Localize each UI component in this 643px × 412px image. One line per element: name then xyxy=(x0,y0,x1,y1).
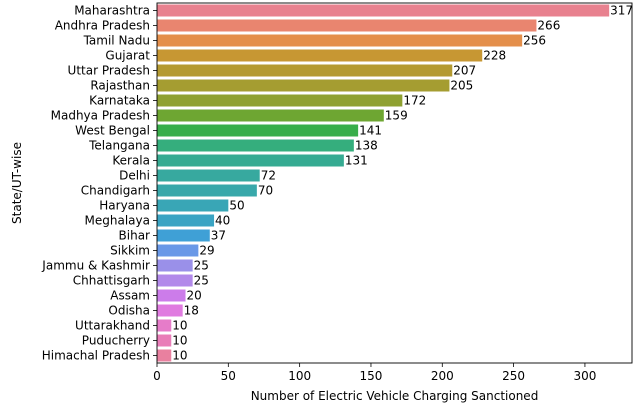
category-label: Uttar Pradesh xyxy=(68,64,150,78)
bar xyxy=(157,109,384,122)
bar xyxy=(157,19,537,32)
value-label: 266 xyxy=(537,19,560,33)
x-tick-label: 200 xyxy=(431,369,454,383)
category-label: Andhra Pradesh xyxy=(55,19,150,33)
value-label: 40 xyxy=(215,214,230,228)
category-label: Jammu & Kashmir xyxy=(41,259,150,273)
bar xyxy=(157,229,210,242)
category-label: Rajasthan xyxy=(90,79,150,93)
category-label: Meghalaya xyxy=(85,214,150,228)
value-label: 10 xyxy=(172,334,187,348)
bar xyxy=(157,259,193,272)
bar xyxy=(157,319,172,332)
x-tick-label: 150 xyxy=(360,369,383,383)
value-label: 131 xyxy=(345,154,368,168)
bar xyxy=(157,274,193,287)
value-label: 10 xyxy=(172,319,187,333)
category-label: Chandigarh xyxy=(81,184,150,198)
value-label: 141 xyxy=(359,124,382,138)
category-label: Karnataka xyxy=(89,94,150,108)
bar xyxy=(157,154,344,167)
bar xyxy=(157,349,172,362)
bar xyxy=(157,169,260,182)
value-label: 317 xyxy=(610,4,633,18)
x-tick-label: 0 xyxy=(153,369,161,383)
category-label: Puducherry xyxy=(82,334,150,348)
category-label: Maharashtra xyxy=(74,4,150,18)
bar xyxy=(157,214,215,227)
value-label: 207 xyxy=(453,64,476,78)
category-label: Chhattisgarh xyxy=(73,274,150,288)
value-label: 228 xyxy=(483,49,506,63)
value-label: 205 xyxy=(450,79,473,93)
bar xyxy=(157,49,483,62)
category-label: Assam xyxy=(110,289,150,303)
category-label: Bihar xyxy=(119,229,151,243)
category-label: Haryana xyxy=(99,199,150,213)
category-label: Gujarat xyxy=(105,49,150,63)
value-label: 72 xyxy=(261,169,276,183)
value-label: 25 xyxy=(194,259,209,273)
bars xyxy=(157,4,610,362)
category-label: Delhi xyxy=(119,169,150,183)
x-tick-label: 250 xyxy=(502,369,525,383)
bar xyxy=(157,64,453,77)
bar xyxy=(157,34,523,47)
x-tick-label: 100 xyxy=(288,369,311,383)
bar xyxy=(157,79,450,92)
bar xyxy=(157,304,183,317)
bar xyxy=(157,184,257,197)
value-label: 18 xyxy=(184,304,199,318)
value-label: 29 xyxy=(199,244,214,258)
bar xyxy=(157,244,199,257)
value-label: 159 xyxy=(385,109,408,123)
value-label: 10 xyxy=(172,349,187,363)
x-tick-label: 300 xyxy=(573,369,596,383)
bar xyxy=(157,334,172,347)
category-label: West Bengal xyxy=(75,124,150,138)
category-label: Tamil Nadu xyxy=(83,34,150,48)
category-label: Odisha xyxy=(108,304,150,318)
bar xyxy=(157,289,186,302)
plot-frame xyxy=(156,2,633,364)
category-label: Madhya Pradesh xyxy=(51,109,150,123)
bar xyxy=(157,199,229,212)
value-label: 20 xyxy=(187,289,202,303)
value-label: 50 xyxy=(229,199,244,213)
category-label: Sikkim xyxy=(110,244,150,258)
value-label: 70 xyxy=(258,184,273,198)
category-label: Telangana xyxy=(88,139,150,153)
value-label: 25 xyxy=(194,274,209,288)
category-label: Kerala xyxy=(112,154,150,168)
category-label: Uttarakhand xyxy=(75,319,150,333)
category-label: Himachal Pradesh xyxy=(42,349,150,363)
value-label: 138 xyxy=(355,139,378,153)
value-label: 37 xyxy=(211,229,226,243)
x-tick-label: 50 xyxy=(221,369,236,383)
x-axis-title: Number of Electric Vehicle Charging Sanc… xyxy=(251,389,539,403)
bar xyxy=(157,4,610,17)
bar xyxy=(157,124,359,137)
value-label: 172 xyxy=(403,94,426,108)
bar xyxy=(157,94,403,107)
bar xyxy=(157,139,354,152)
x-axis-ticks: 0 50 100 150 200 250 300 xyxy=(153,363,596,383)
y-axis-title: State/UT-wise xyxy=(10,142,24,224)
value-label: 256 xyxy=(523,34,546,48)
